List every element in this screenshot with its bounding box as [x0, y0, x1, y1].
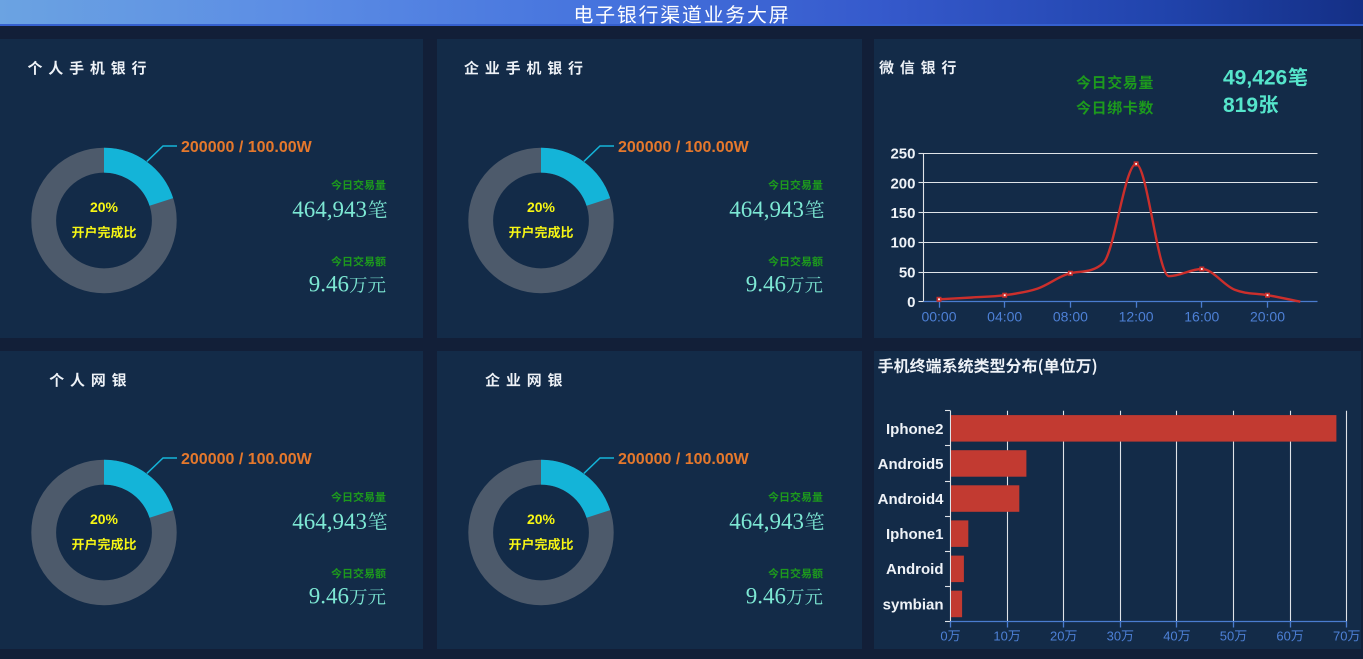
svg-text:70: 70: [1333, 628, 1347, 643]
svg-text:Android5: Android5: [878, 456, 944, 473]
svg-text:250: 250: [890, 146, 915, 163]
svg-text:9.46: 9.46: [309, 584, 349, 609]
svg-text:08:00: 08:00: [1053, 308, 1088, 324]
svg-text:Iphone1: Iphone1: [886, 526, 944, 543]
svg-text:9.46: 9.46: [746, 272, 786, 297]
svg-text:20: 20: [1050, 628, 1064, 643]
svg-text:49,426: 49,426: [1223, 67, 1287, 90]
svg-text:464,943: 464,943: [292, 197, 367, 222]
svg-text:12:00: 12:00: [1119, 308, 1154, 324]
svg-text:20:00: 20:00: [1250, 308, 1285, 324]
svg-text:04:00: 04:00: [987, 308, 1022, 324]
svg-text:20%: 20%: [527, 199, 556, 215]
svg-text:150: 150: [890, 205, 915, 222]
svg-text:50: 50: [899, 264, 916, 281]
svg-text:40: 40: [1163, 628, 1177, 643]
svg-text:200000 / 100.00W: 200000 / 100.00W: [181, 139, 313, 156]
svg-text:50: 50: [1220, 628, 1234, 643]
svg-text:200000 / 100.00W: 200000 / 100.00W: [618, 139, 750, 156]
svg-text:Android4: Android4: [878, 491, 944, 508]
svg-text:464,943: 464,943: [292, 509, 367, 534]
svg-text:20%: 20%: [90, 511, 119, 527]
svg-text:464,943: 464,943: [729, 509, 804, 534]
svg-text:100: 100: [890, 235, 915, 252]
svg-text:200: 200: [890, 175, 915, 192]
svg-text:16:00: 16:00: [1184, 308, 1219, 324]
svg-text:200000 / 100.00W: 200000 / 100.00W: [618, 451, 750, 468]
svg-text:30: 30: [1107, 628, 1121, 643]
svg-text:00:00: 00:00: [921, 308, 956, 324]
svg-text:60: 60: [1276, 628, 1290, 643]
svg-text:200000 / 100.00W: 200000 / 100.00W: [181, 451, 313, 468]
svg-text:0: 0: [940, 628, 947, 643]
svg-text:464,943: 464,943: [729, 197, 804, 222]
svg-text:Android: Android: [886, 561, 944, 578]
svg-text:9.46: 9.46: [309, 272, 349, 297]
svg-text:Iphone2: Iphone2: [886, 421, 944, 438]
svg-text:20%: 20%: [90, 199, 119, 215]
svg-text:20%: 20%: [527, 511, 556, 527]
svg-text:10: 10: [993, 628, 1007, 643]
svg-text:symbian: symbian: [883, 596, 944, 613]
svg-text:0: 0: [907, 294, 915, 311]
svg-text:9.46: 9.46: [746, 584, 786, 609]
svg-text:819: 819: [1223, 94, 1258, 117]
